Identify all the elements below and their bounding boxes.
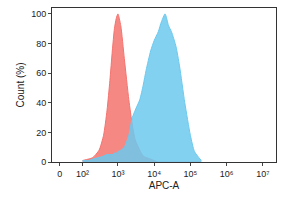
svg-text:0: 0 bbox=[57, 169, 62, 179]
svg-text:10⁷: 10⁷ bbox=[256, 169, 269, 179]
svg-text:Count (%): Count (%) bbox=[15, 62, 26, 107]
svg-text:10⁶: 10⁶ bbox=[220, 169, 234, 179]
svg-text:40: 40 bbox=[36, 98, 46, 108]
svg-text:100: 100 bbox=[31, 9, 46, 19]
svg-text:60: 60 bbox=[36, 68, 46, 78]
svg-text:10⁵: 10⁵ bbox=[184, 169, 198, 179]
svg-text:80: 80 bbox=[36, 39, 46, 49]
svg-text:10²: 10² bbox=[76, 169, 89, 179]
svg-text:APC-A: APC-A bbox=[149, 180, 180, 191]
svg-text:10⁴: 10⁴ bbox=[147, 169, 161, 179]
svg-text:10³: 10³ bbox=[111, 169, 124, 179]
svg-text:20: 20 bbox=[36, 128, 46, 138]
svg-text:0: 0 bbox=[41, 157, 46, 167]
